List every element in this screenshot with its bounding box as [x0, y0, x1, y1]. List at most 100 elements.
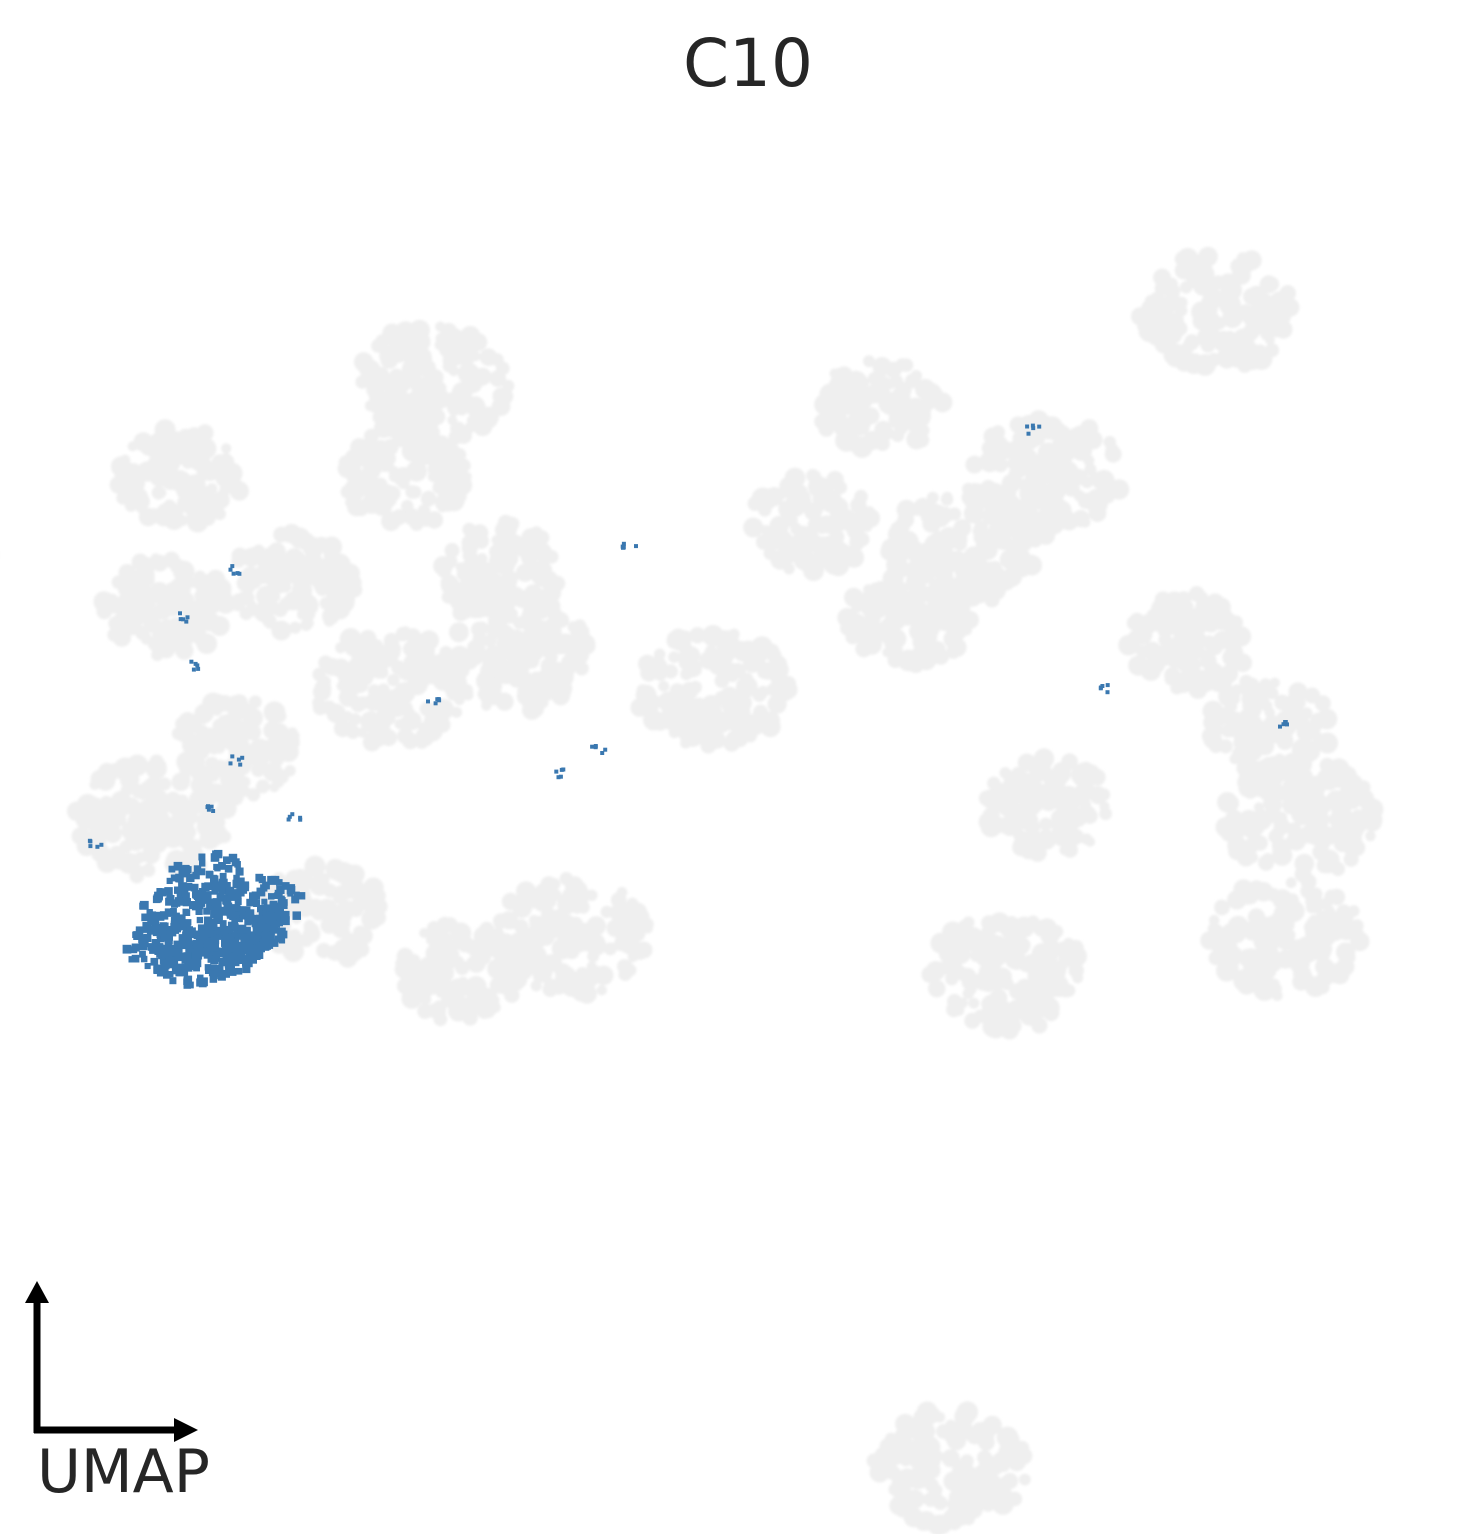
c10-cell-point	[205, 805, 210, 810]
background-cell-point	[689, 627, 706, 644]
c10-cell-point	[621, 545, 626, 550]
background-cell-point	[1305, 815, 1322, 832]
c10-cell-point	[559, 767, 564, 772]
background-cell-point	[668, 651, 680, 663]
background-cell-point	[1337, 796, 1354, 812]
background-cell-point	[957, 611, 976, 631]
c10-cell-point	[214, 865, 221, 872]
c10-cell-point	[256, 941, 264, 950]
background-cell-point	[814, 413, 830, 430]
background-cell-point	[255, 585, 278, 607]
background-cell-point	[199, 575, 222, 598]
background-cell-point	[678, 630, 693, 644]
background-cell-point	[210, 815, 226, 830]
background-cell-point	[719, 686, 740, 706]
background-cell-point	[417, 1003, 433, 1019]
background-cell-point	[1239, 674, 1254, 689]
c10-cell-point	[1037, 424, 1042, 429]
c10-cell-point	[165, 897, 174, 906]
c10-cell-point	[274, 935, 282, 943]
background-cell-point	[551, 937, 574, 960]
c10-cell-point	[177, 968, 185, 976]
c10-cell-point	[270, 875, 280, 885]
background-cell-point	[948, 507, 962, 521]
background-cell-point	[1208, 914, 1220, 926]
background-cell-point	[843, 547, 865, 568]
background-cell-point	[228, 735, 250, 757]
background-cell-point	[865, 386, 884, 404]
background-cell-point	[1034, 460, 1056, 482]
background-cell-point	[376, 368, 389, 381]
background-cell-point	[800, 539, 816, 554]
background-cell-point	[474, 621, 489, 636]
background-cell-point	[680, 737, 691, 749]
background-cell-point	[211, 490, 230, 509]
background-cell-point	[152, 603, 170, 620]
background-cell-point	[271, 620, 292, 641]
background-cell-point	[313, 579, 329, 594]
background-cell-point	[95, 770, 116, 791]
c10-cell-point	[186, 959, 194, 966]
background-cell-point	[302, 925, 321, 943]
c10-cell-point	[138, 934, 147, 944]
background-cell-point	[378, 705, 392, 719]
background-cell-point	[987, 947, 1007, 967]
background-cell-point	[1238, 730, 1256, 748]
c10-cell-point	[254, 953, 261, 960]
c10-cell-point	[219, 872, 227, 880]
background-cell-point	[78, 834, 98, 854]
background-cell-point	[1017, 753, 1036, 772]
background-cell-point	[354, 662, 370, 678]
background-cell-point	[1233, 879, 1254, 900]
background-cell-point	[926, 491, 939, 504]
background-cell-point	[1174, 304, 1188, 317]
background-cell-point	[1274, 694, 1291, 711]
background-cell-point	[1008, 803, 1031, 826]
c10-cell-point	[167, 971, 174, 978]
background-cell-point	[1023, 449, 1037, 463]
c10-cell-point	[270, 919, 277, 926]
background-cell-point	[1138, 323, 1156, 341]
c10-cell-point	[195, 891, 202, 898]
background-cell-point	[326, 586, 344, 604]
background-cell-point	[348, 902, 364, 918]
c10-cell-point	[181, 617, 186, 622]
background-cell-point	[425, 511, 444, 529]
c10-cell-point	[169, 977, 177, 985]
background-cell-point	[855, 532, 870, 547]
background-cell-point	[1016, 520, 1028, 533]
background-cell-point	[1022, 485, 1039, 502]
c10-cell-point	[293, 891, 300, 898]
background-cell-point	[897, 511, 915, 529]
c10-cell-point	[227, 933, 235, 941]
c10-cell-point	[235, 867, 244, 876]
background-cell-point	[1001, 1472, 1019, 1490]
c10-cell-point	[233, 874, 240, 882]
background-cell-point	[320, 916, 338, 934]
background-cell-point	[208, 742, 221, 755]
background-cell-point	[151, 648, 164, 662]
background-cell-point	[526, 655, 539, 669]
c10-cell-point	[223, 943, 231, 951]
background-cell-point	[209, 615, 230, 637]
background-cell-point	[1088, 768, 1106, 786]
background-cell-point	[1048, 974, 1069, 996]
c10-cell-point	[261, 898, 268, 905]
background-cell-point	[1130, 307, 1150, 326]
background-cell-point	[986, 580, 1006, 601]
c10-cell-point	[186, 927, 196, 937]
background-cell-point	[376, 455, 387, 466]
c10-cell-point	[172, 912, 180, 921]
background-cell-point	[613, 897, 625, 909]
background-cell-point	[323, 547, 338, 562]
background-cell-point	[1350, 931, 1370, 952]
background-cell-point	[968, 997, 980, 1009]
background-cell-point	[653, 668, 667, 681]
background-cell-point	[574, 661, 589, 676]
c10-cell-point	[204, 882, 212, 891]
background-cell-point	[932, 392, 953, 413]
background-cell-point	[291, 580, 313, 601]
background-cell-point	[489, 370, 507, 387]
c10-cell-point	[192, 958, 202, 968]
background-cell-point	[1142, 641, 1162, 661]
